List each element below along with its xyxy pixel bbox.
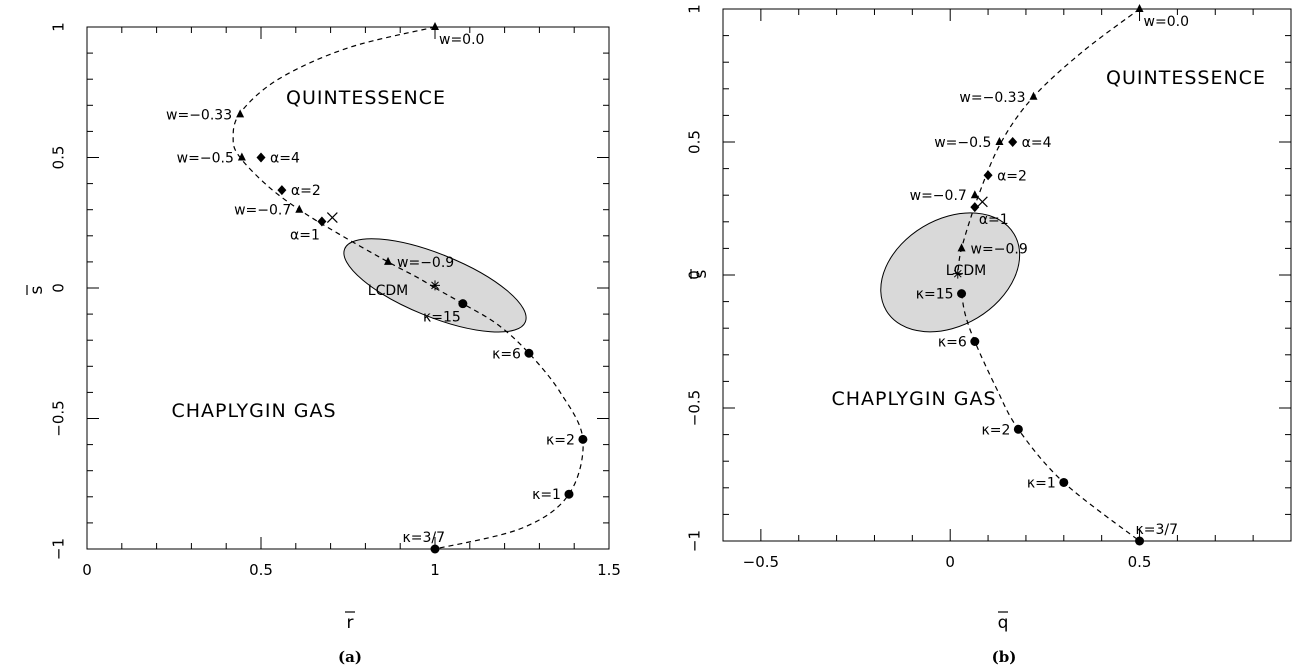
point-label: w=−0.7 [234,203,291,219]
x-axis-label: q [998,613,1009,633]
point-label: κ=1 [532,487,561,503]
lcdm-label: LCDM [946,263,986,279]
lcdm-label: LCDM [368,283,408,299]
point-label: κ=2 [546,432,575,448]
cross-marker [976,196,988,208]
point-label: κ=15 [423,310,461,326]
panel-b-chart: −0.5 0 0.5 −1 −0.5 0 0.5 1 q s LCDM QUINTESSENCE CHA… [686,4,1292,633]
circle-marker [1135,536,1145,546]
point-label: w=−0.5 [177,151,234,167]
circle-marker [524,348,534,358]
point-label: w=0.0 [1144,14,1189,30]
point-label: w=−0.7 [910,188,967,204]
caption-b: (b) [992,648,1017,666]
y-tick-label: 0.5 [50,146,68,170]
triangle-marker [431,22,439,30]
circle-marker [430,544,440,554]
point-label: w=−0.33 [166,107,232,123]
lcdm-ellipse [880,212,1021,333]
triangle-marker [384,256,393,265]
y-tick-label: 0 [686,270,704,280]
star-marker [952,268,963,279]
triangle-marker [1029,91,1038,100]
x-tick-label: 0 [82,561,92,579]
y-tick-label: −0.5 [50,400,68,436]
point-label: w=0.0 [439,32,484,48]
circle-marker [458,299,468,309]
quintessence-label: QUINTESSENCE [1106,67,1266,89]
x-tick-label: 0.5 [249,561,273,579]
point-label: κ=6 [938,335,967,351]
star-marker [430,280,440,291]
circle-marker [564,489,574,499]
point-label: w=−0.5 [934,135,991,151]
chaplygin-curve [960,293,1140,542]
triangle-marker [1135,4,1144,12]
y-tick-label: 1 [686,4,704,14]
point-label: w=−0.9 [971,241,1028,257]
circle-marker [1059,477,1069,487]
x-tick-label: 1.5 [597,561,621,579]
x-tick-label: 0.5 [1128,553,1152,571]
point-label: α=1 [979,212,1009,228]
y-tick-label: 0.5 [686,130,704,154]
x-tick-label: 1 [430,561,440,579]
triangle-marker [957,243,966,252]
y-axis-label: s [27,285,47,294]
chaplygin-label: CHAPLYGIN GAS [171,400,336,422]
point-label: α=1 [290,227,320,243]
y-tick-label: −0.5 [686,390,704,426]
x-tick-label: 0 [945,553,955,571]
cross-marker [326,212,338,223]
point-label: w=−0.33 [959,90,1025,106]
y-tick-label: 1 [50,22,68,32]
diamond-marker [970,202,980,213]
x-tick-label: −0.5 [743,553,779,571]
point-label: κ=1 [1027,475,1056,491]
y-tick-label: −1 [50,538,68,560]
point-label: κ=3/7 [402,530,445,546]
x-axis-label: r [347,613,354,633]
y-tick-label: −1 [686,530,704,552]
panel-a-chart: 0 0.5 1 1.5 −1 −0.5 0 0.5 1 r s LCDM QUINTESSENCE CHA… [26,22,621,633]
caption-a: (a) [338,648,362,666]
diamond-marker [277,185,287,196]
circle-marker [578,434,588,444]
triangle-marker [237,152,246,161]
point-label: κ=3/7 [1136,522,1179,538]
quintessence-label: QUINTESSENCE [286,87,446,109]
circle-marker [970,337,980,346]
triangle-marker [236,109,245,118]
diamond-marker [1008,137,1018,147]
point-label: α=2 [997,168,1027,184]
triangle-marker [970,190,979,199]
triangle-marker [995,137,1004,145]
chaplygin-label: CHAPLYGIN GAS [831,388,996,410]
triangle-marker [295,204,304,213]
point-label: α=4 [270,151,300,167]
diamond-marker [983,170,993,181]
y-tick-label: 0 [50,283,68,293]
diamond-marker [317,216,327,227]
point-label: κ=6 [492,346,521,362]
y-axis-label: s [691,269,711,278]
diamond-marker [256,152,266,163]
point-label: α=2 [291,183,321,199]
point-label: α=4 [1022,135,1052,151]
point-label: κ=2 [981,422,1010,438]
circle-marker [957,289,967,299]
circle-marker [1013,424,1023,434]
point-label: w=−0.9 [397,255,454,271]
point-label: κ=15 [916,287,954,303]
chaplygin-curve [434,287,584,550]
